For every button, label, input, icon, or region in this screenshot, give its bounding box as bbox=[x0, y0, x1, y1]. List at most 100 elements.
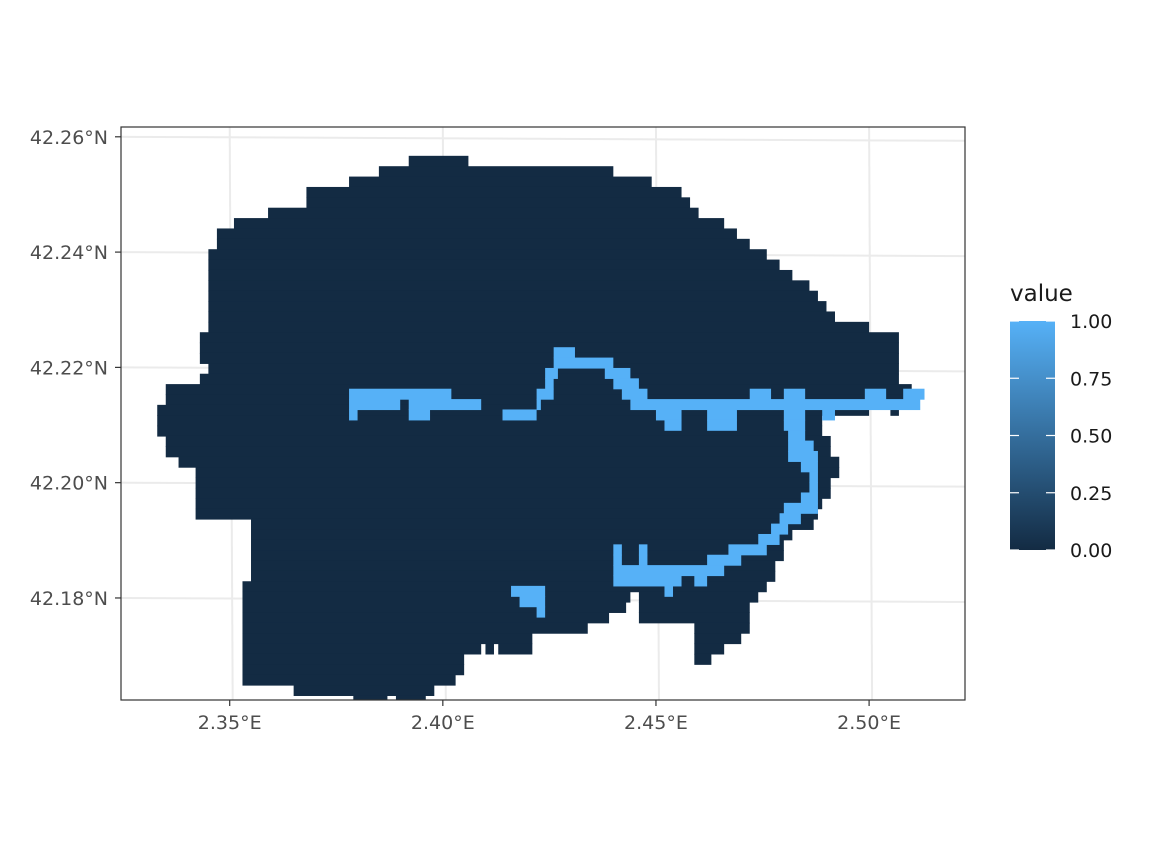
raster-cell-low bbox=[195, 487, 831, 499]
raster-cell-low bbox=[195, 477, 831, 489]
legend-title: value bbox=[1010, 281, 1073, 307]
raster-cell-low bbox=[638, 602, 750, 613]
raster-cell-high bbox=[664, 419, 682, 431]
raster-cell-high bbox=[349, 409, 358, 421]
x-axis: 2.35°E 2.40°E 2.45°E 2.50°E bbox=[198, 700, 901, 734]
raster-cell-low bbox=[208, 280, 810, 292]
raster-cell-low bbox=[242, 602, 627, 613]
raster-cell-high bbox=[664, 585, 674, 597]
line-raster bbox=[349, 347, 925, 618]
raster-cell-high bbox=[613, 575, 682, 587]
raster-cell-low bbox=[638, 591, 759, 603]
raster-cell-high bbox=[728, 544, 767, 556]
raster-cell-high bbox=[408, 399, 482, 411]
y-tick-label: 42.18°N bbox=[30, 588, 108, 610]
raster-cell-low bbox=[165, 435, 831, 447]
raster-cell-low bbox=[485, 643, 494, 655]
raster-cell-low bbox=[694, 643, 725, 655]
raster-cell-high bbox=[502, 409, 537, 421]
raster-cell-high bbox=[613, 544, 622, 556]
raster-cell-high bbox=[783, 388, 806, 400]
raster-cell-high bbox=[822, 409, 835, 421]
raster-cell-low bbox=[233, 218, 725, 230]
raster-cell-high bbox=[707, 554, 742, 566]
y-tick-label: 42.20°N bbox=[30, 473, 108, 495]
raster-cell-low bbox=[251, 529, 793, 541]
x-tick-label: 2.35°E bbox=[198, 712, 262, 734]
raster-cell-high bbox=[800, 461, 818, 473]
raster-cell-high bbox=[630, 399, 921, 411]
legend: value 1.00 0.75 0.50 0.25 0.00 bbox=[1010, 281, 1112, 562]
raster-cell-high bbox=[771, 523, 789, 535]
y-tick-label: 42.24°N bbox=[30, 242, 108, 264]
legend-tick-label: 1.00 bbox=[1070, 311, 1112, 333]
raster-cell-low bbox=[251, 550, 784, 562]
raster-cell-low bbox=[306, 197, 691, 209]
raster-cell-high bbox=[604, 367, 631, 379]
raster-cell-high bbox=[783, 409, 806, 421]
raster-cell-low bbox=[208, 311, 835, 323]
raster-cell-low bbox=[638, 612, 750, 624]
raster-cell-low bbox=[293, 685, 435, 696]
raster-cell-low bbox=[195, 498, 823, 510]
raster-cell-low bbox=[378, 166, 614, 178]
raster-cell-low bbox=[157, 425, 823, 437]
raster-cell-high bbox=[788, 440, 814, 452]
raster-cell-high bbox=[519, 596, 546, 608]
raster-cell-low bbox=[208, 269, 793, 281]
raster-cell-low bbox=[208, 290, 818, 302]
raster-cell-low bbox=[216, 238, 750, 250]
raster-cell-high bbox=[707, 419, 737, 431]
raster-cell-low bbox=[242, 643, 482, 655]
raster-cell-low bbox=[694, 633, 742, 645]
y-tick-label: 42.26°N bbox=[30, 127, 108, 149]
raster-cell-low bbox=[242, 612, 610, 624]
y-tick-label: 42.22°N bbox=[30, 357, 108, 379]
raster-cell-low bbox=[408, 155, 469, 167]
raster-cell-low bbox=[199, 342, 899, 354]
raster-cell-low bbox=[694, 622, 750, 634]
raster-cell-high bbox=[783, 502, 818, 514]
raster-cell-high bbox=[408, 409, 431, 421]
raster-cell-high bbox=[349, 399, 401, 411]
raster-cell-low bbox=[349, 176, 652, 188]
raster-cell-high bbox=[621, 388, 648, 400]
raster-cell-low bbox=[353, 695, 388, 700]
raster-cell-high bbox=[553, 357, 614, 369]
raster-cell-low bbox=[208, 301, 827, 313]
raster-cell-high bbox=[655, 409, 682, 421]
raster-cell-high bbox=[800, 492, 818, 504]
raster-cell-high bbox=[638, 544, 648, 556]
raster-cell-low bbox=[178, 456, 840, 468]
raster-cell-high bbox=[613, 565, 725, 577]
raster-cell-low bbox=[242, 674, 456, 686]
raster-cell-low bbox=[268, 207, 699, 219]
raster-cell-high bbox=[783, 419, 806, 431]
raster-cell-low bbox=[242, 591, 631, 603]
legend-tick-label: 0.75 bbox=[1070, 368, 1112, 390]
raster-cell-high bbox=[349, 388, 452, 400]
x-gridline bbox=[868, 127, 874, 700]
raster-cell-high bbox=[749, 388, 772, 400]
legend-tick-label: 0.50 bbox=[1070, 426, 1112, 448]
raster-cell-high bbox=[779, 513, 801, 525]
raster-cell-low bbox=[242, 653, 465, 665]
raster-cell-high bbox=[536, 606, 546, 618]
raster-cell-low bbox=[216, 228, 737, 240]
x-tick-label: 2.40°E bbox=[411, 712, 475, 734]
raster-cell-low bbox=[157, 415, 823, 427]
raster-cell-high bbox=[809, 471, 818, 483]
raster-cell-low bbox=[251, 518, 814, 530]
legend-ticks: 1.00 0.75 0.50 0.25 0.00 bbox=[1010, 311, 1112, 562]
raster-cell-low bbox=[242, 581, 767, 593]
panel-border bbox=[120, 126, 966, 701]
x-tick-label: 2.50°E bbox=[837, 712, 901, 734]
raster-cell-low bbox=[242, 664, 465, 676]
y-axis: 42.26°N 42.24°N 42.22°N 42.20°N 42.18°N bbox=[30, 127, 121, 610]
raster-cell-low bbox=[199, 352, 899, 364]
raster-cell-low bbox=[242, 633, 533, 645]
raster-cell-high bbox=[511, 585, 546, 597]
x-tick-label: 2.45°E bbox=[624, 712, 688, 734]
raster-cell-low bbox=[195, 467, 840, 479]
raster-cell-low bbox=[251, 560, 776, 572]
